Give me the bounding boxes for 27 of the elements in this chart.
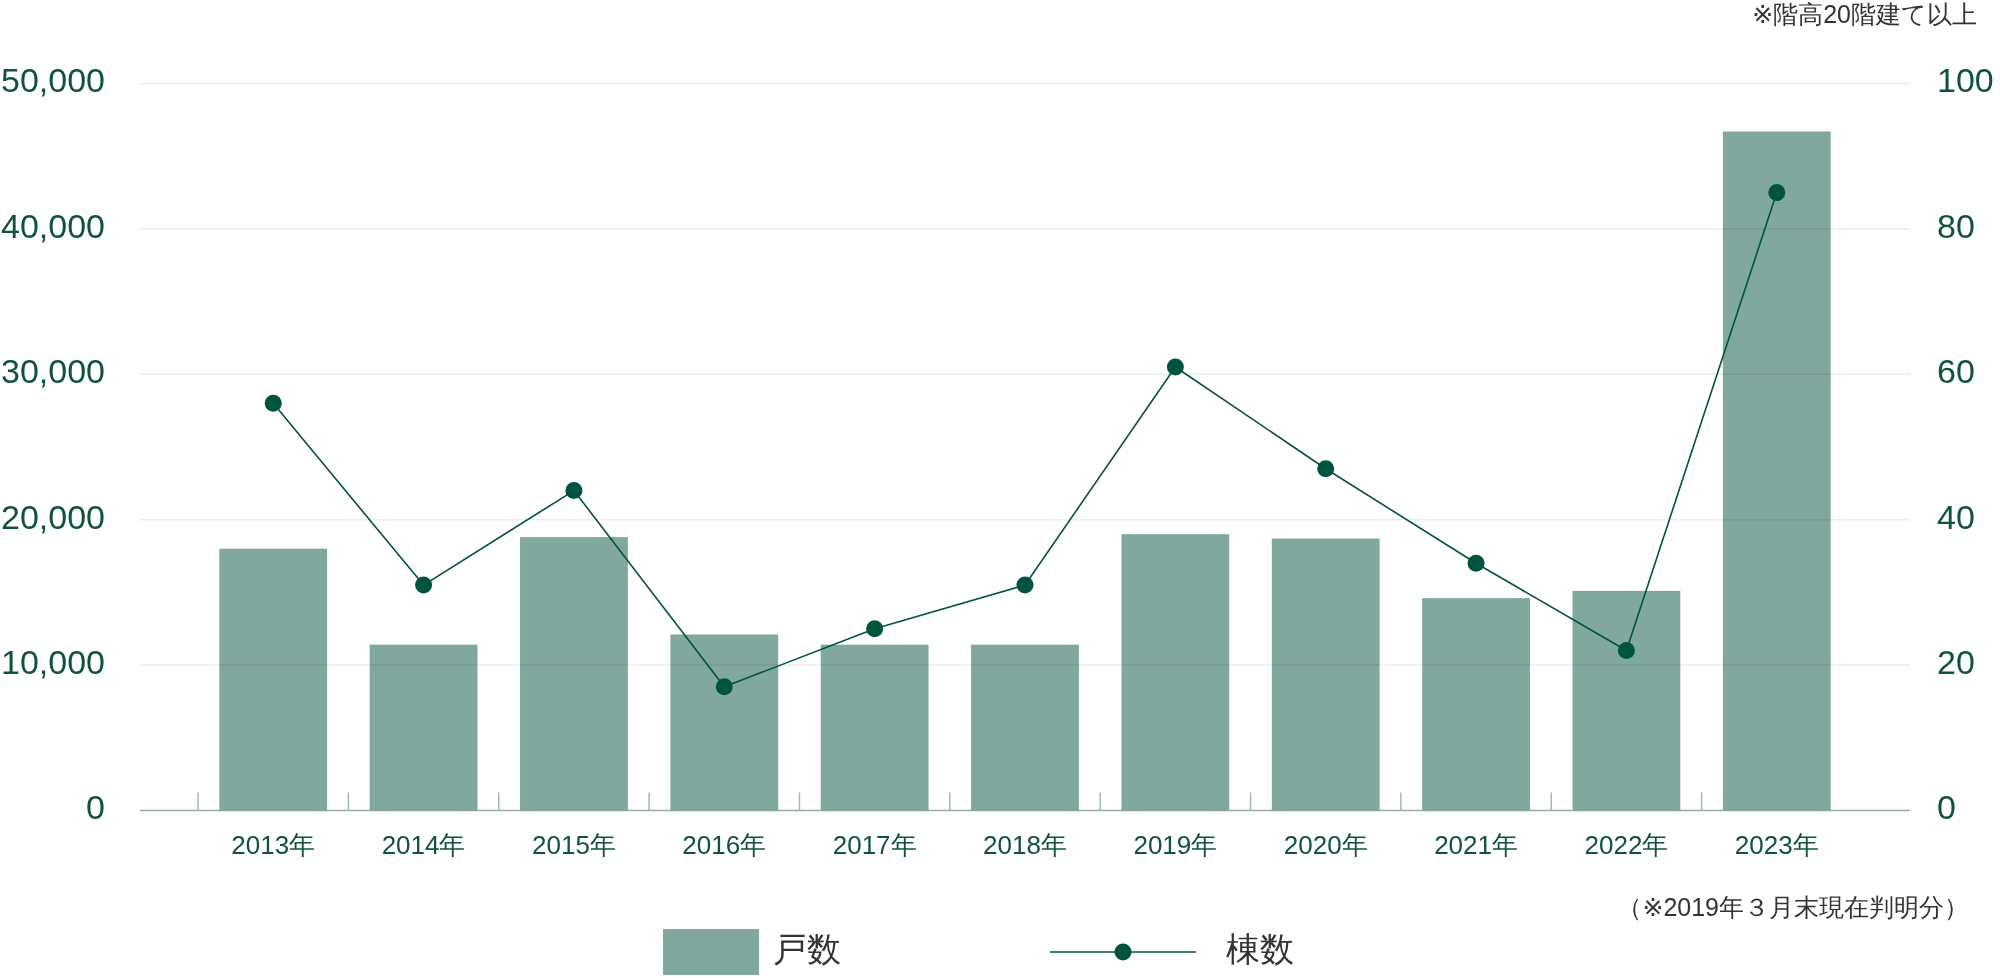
ytick-label: 0 <box>86 788 105 827</box>
xtick-label: 2013年 <box>231 829 316 860</box>
ytick-label: 10,000 <box>1 643 105 681</box>
xtick-label: 2015年 <box>532 829 616 860</box>
xtick-label: 2018年 <box>983 829 1067 860</box>
y2tick-label: 60 <box>1937 352 1975 391</box>
xtick-label: 2020年 <box>1283 829 1368 860</box>
xtick-label: 2022年 <box>1584 829 1669 860</box>
legend-label: 戸数 <box>773 930 841 968</box>
xtick-label: 2016年 <box>682 829 767 860</box>
annotation: （※2019年３月末現在判明分） <box>1617 892 1969 921</box>
ytick-label: 40,000 <box>1 206 105 245</box>
ytick-label: 50,000 <box>1 61 105 100</box>
y2tick-label: 100 <box>1937 61 1994 100</box>
y2tick-label: 40 <box>1937 497 1975 536</box>
xtick-label: 2023年 <box>1734 829 1819 860</box>
ytick-label: 20,000 <box>1 497 105 536</box>
xtick-label: 2017年 <box>832 829 917 860</box>
xtick-label: 2014年 <box>381 829 466 860</box>
y2tick-label: 0 <box>1937 788 1956 827</box>
xtick-label: 2021年 <box>1434 829 1518 860</box>
ytick-label: 30,000 <box>1 352 105 391</box>
legend-label: 棟数 <box>1226 930 1294 968</box>
y2tick-label: 80 <box>1937 206 1975 245</box>
xtick-label: 2019年 <box>1133 829 1218 860</box>
annotation: ※階高20階建て以上 <box>1752 0 1977 28</box>
y2tick-label: 20 <box>1937 643 1975 681</box>
